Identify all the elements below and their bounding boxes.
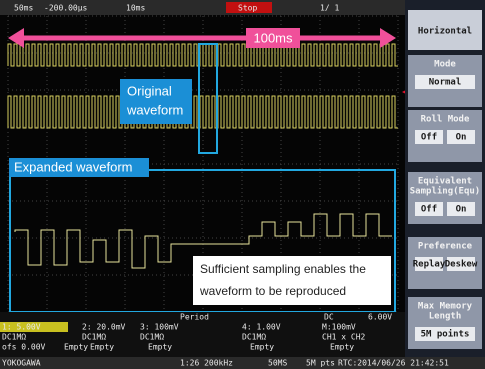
- state: Stop: [238, 4, 257, 13]
- channel-coupling: DC1MΩ: [82, 333, 106, 342]
- channel-scale: 1: 5.00V: [2, 323, 41, 332]
- menu-option-label: Deskew: [445, 260, 478, 270]
- menu-label: Roll Mode: [421, 115, 470, 125]
- delay: -200.00µs: [44, 4, 88, 13]
- info-text: DC: [324, 313, 334, 322]
- menu-option-label: On: [456, 133, 467, 143]
- menu-label: Mode: [434, 60, 456, 70]
- channel-offset: Empty: [330, 343, 354, 352]
- channel-coupling: DC1MΩ: [140, 333, 164, 342]
- channel-scale: 3: 100mV: [140, 323, 179, 332]
- original-label: waveform: [126, 102, 183, 117]
- zoom: 10ms: [126, 4, 145, 13]
- status-text: 1:26 200kHz: [180, 359, 233, 368]
- expanded-label: Expanded waveform: [14, 159, 133, 174]
- channel-coupling: CH1 x CH2: [322, 333, 366, 342]
- channel-offset: Empty: [90, 343, 114, 352]
- menu-label: Max Memory: [418, 302, 473, 312]
- menu-option-label: 5M points: [421, 329, 470, 340]
- channel-offset: Empty: [250, 343, 274, 352]
- menu-label: Preference: [418, 242, 473, 252]
- menu-title: Horizontal: [418, 26, 472, 37]
- channel-scale: 4: 1.00V: [242, 323, 281, 332]
- note: waveform to be reproduced: [199, 284, 346, 298]
- menu-option-label: Normal: [429, 78, 462, 88]
- channel-coupling: DC1MΩ: [2, 333, 26, 342]
- info-text: Period: [180, 313, 209, 322]
- channel-offset: Empty: [64, 343, 88, 352]
- channel-offset: ofs 0.00V: [2, 343, 46, 352]
- menu-label: Sampling(Equ): [410, 186, 480, 197]
- oscilloscope-screen: 50ms -200.00µs 10ms Stop 1/ 1 100ms Orig…: [0, 0, 485, 369]
- channel-coupling: DC1MΩ: [242, 333, 266, 342]
- channel-scale: 2: 20.0mV: [82, 323, 126, 332]
- count: 1/ 1: [320, 4, 339, 13]
- status-text: YOKOGAWA: [2, 359, 41, 368]
- menu-option-label: Replay: [413, 260, 446, 270]
- status-text: RTC:2014/06/26 21:42:51: [338, 359, 449, 368]
- channel-offset: Empty: [148, 343, 172, 352]
- info-text: 6.00V: [368, 313, 392, 322]
- menu-option-label: Off: [421, 205, 437, 215]
- original-label: Original: [127, 83, 172, 98]
- status-text: 5M pts: [306, 359, 335, 368]
- menu-option-label: Off: [421, 133, 437, 143]
- status-text: 50MS: [268, 359, 287, 368]
- span-label: 100ms: [253, 30, 293, 45]
- note: Sufficient sampling enables the: [200, 262, 366, 276]
- menu-label: Equivalent: [418, 176, 472, 187]
- menu-option-label: On: [456, 205, 467, 215]
- menu-label: Length: [429, 312, 462, 322]
- channel-scale: M:100mV: [322, 323, 356, 332]
- timebase: 50ms: [14, 4, 33, 13]
